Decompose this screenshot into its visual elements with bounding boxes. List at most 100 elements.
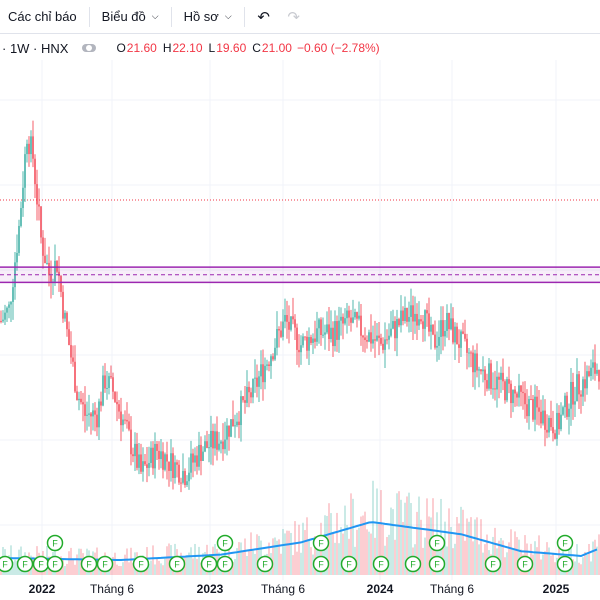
candle: [390, 311, 392, 338]
candle: [524, 381, 526, 419]
volume-bar: [578, 562, 580, 575]
candle: [256, 364, 258, 398]
price-chart[interactable]: F F FFF F F F F FFF FFF F F FFF F FFF: [0, 60, 600, 580]
low-value: 19.60: [216, 41, 247, 55]
candle: [182, 453, 184, 485]
volume-bar: [598, 534, 600, 575]
candle: [438, 320, 440, 360]
candle: [358, 301, 360, 321]
undo-icon[interactable]: ↶: [257, 8, 270, 26]
candle: [184, 468, 186, 488]
candle: [560, 402, 562, 432]
financials-marker: F: [516, 555, 534, 573]
volume-bar: [584, 551, 586, 575]
volume-bar: [356, 529, 358, 575]
candle: [58, 256, 60, 292]
volume-bar: [498, 540, 500, 575]
candle: [68, 321, 70, 346]
low-label: L: [208, 41, 216, 55]
candle: [586, 365, 588, 395]
candle: [440, 306, 442, 355]
x-tick-label: 2024: [366, 582, 394, 596]
candle: [510, 380, 512, 418]
visibility-icon[interactable]: [82, 44, 97, 52]
volume-bar: [302, 522, 304, 575]
candle: [558, 405, 560, 435]
candle: [2, 310, 4, 323]
volume-bar: [366, 529, 368, 575]
indicators-label: Các chỉ báo: [8, 9, 77, 24]
financials-marker: F: [32, 555, 50, 573]
volume-bar: [500, 538, 502, 575]
volume-bar: [128, 562, 130, 575]
candle: [356, 311, 358, 328]
candle: [300, 335, 302, 365]
candle: [460, 329, 462, 357]
volume-bar: [388, 534, 390, 575]
indicators-button[interactable]: Các chỉ báo: [0, 0, 85, 34]
candle: [204, 435, 206, 453]
candle: [392, 309, 394, 330]
candle: [178, 460, 180, 485]
candle: [398, 317, 400, 328]
financials-marker: F: [556, 534, 574, 552]
candle: [482, 356, 484, 383]
volume-bar: [404, 502, 406, 575]
financials-marker: F: [312, 555, 330, 573]
candle: [142, 447, 144, 482]
volume-bar: [298, 524, 300, 575]
candle: [6, 306, 8, 322]
volume-bar: [74, 564, 76, 575]
volume-bar: [596, 546, 598, 575]
volume-bar: [410, 503, 412, 575]
candle: [420, 315, 422, 325]
candle: [120, 397, 122, 442]
candle: [384, 322, 386, 368]
candle: [272, 353, 274, 362]
candle: [174, 455, 176, 484]
candle: [124, 410, 126, 425]
volume-bar: [576, 544, 578, 575]
volume-bar: [378, 523, 380, 575]
redo-icon[interactable]: ↷: [287, 8, 300, 26]
x-tick-label: 2025: [542, 582, 570, 596]
candle: [66, 311, 68, 337]
time-axis[interactable]: 2022 Tháng 6 2023 Tháng 6 2024 Tháng 6 2…: [0, 578, 600, 600]
candle: [212, 423, 214, 466]
financials-marker: F: [216, 555, 234, 573]
marker-letter: F: [52, 560, 58, 570]
candle: [152, 441, 154, 475]
candle: [282, 309, 284, 341]
candle: [84, 386, 86, 433]
volume-bar: [586, 554, 588, 575]
candle: [30, 130, 32, 163]
candle: [262, 349, 264, 401]
candle: [128, 413, 130, 432]
volume-bar: [284, 533, 286, 575]
symbol-label[interactable]: · 1W · HNX: [2, 40, 69, 56]
candle: [92, 403, 94, 431]
candles: [0, 120, 600, 493]
candle: [144, 453, 146, 466]
candle: [342, 313, 344, 340]
volume-bar: [514, 531, 516, 575]
candle: [22, 171, 24, 217]
candle: [588, 365, 590, 378]
candle: [98, 398, 100, 441]
candle: [400, 295, 402, 333]
volume-bar: [124, 554, 126, 575]
candle: [8, 301, 10, 319]
volume-bar: [308, 540, 310, 575]
candle: [132, 447, 134, 463]
candle: [572, 372, 574, 420]
chart-type-button[interactable]: Biểu đồ ⌵: [94, 0, 167, 34]
volume-bar: [512, 548, 514, 575]
volume-bar: [428, 516, 430, 575]
candle: [278, 326, 280, 348]
profile-button[interactable]: Hồ sơ ⌵: [176, 0, 240, 34]
volume-bar: [438, 536, 440, 575]
candle: [250, 387, 252, 404]
candle: [44, 237, 46, 264]
volume-bar: [510, 529, 512, 575]
volume-bar: [456, 517, 458, 575]
